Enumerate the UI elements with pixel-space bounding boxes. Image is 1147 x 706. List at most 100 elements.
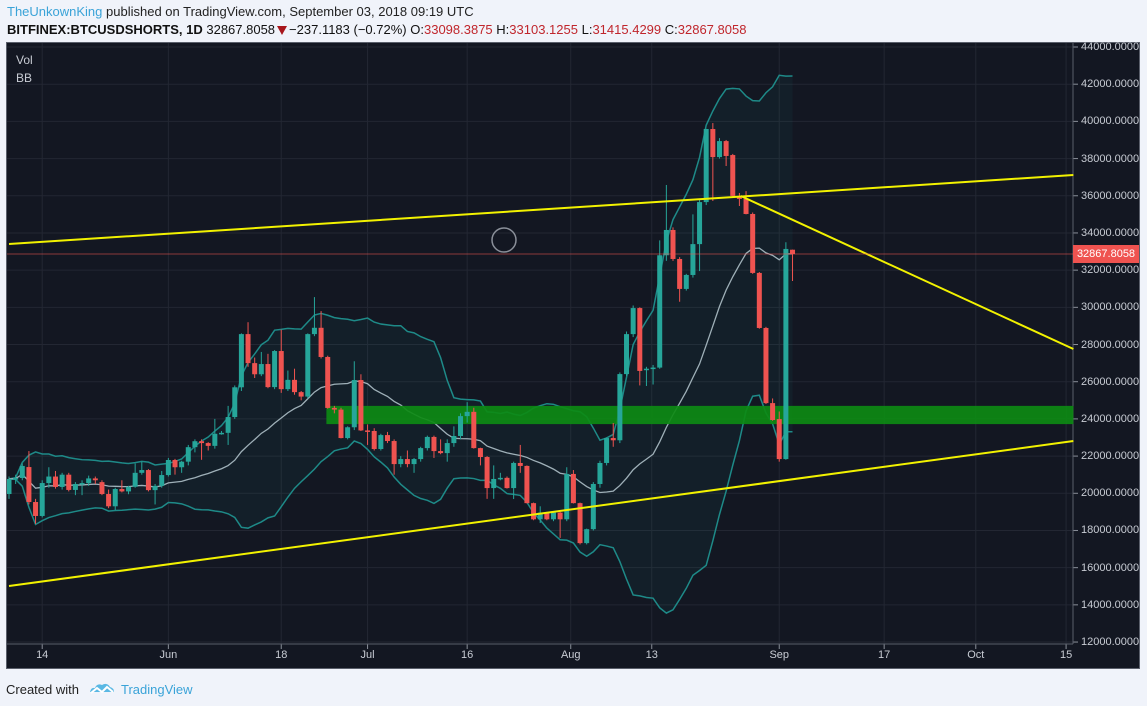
bb-lower-band (8, 394, 793, 614)
candle-body (112, 489, 118, 507)
candle-body (292, 379, 298, 393)
price-chart[interactable] (7, 43, 1139, 668)
candle-body (444, 443, 450, 454)
candle-body (26, 467, 32, 503)
publish-info: TheUnkownKing published on TradingView.c… (7, 4, 474, 19)
y-axis-label: 38000.0000 (1081, 152, 1140, 165)
candle-body (570, 473, 576, 504)
x-axis-label: 18 (275, 649, 288, 661)
candle-body (119, 489, 125, 492)
candle-body (670, 229, 676, 259)
candle-body (338, 409, 344, 439)
x-axis-label: Aug (560, 649, 581, 661)
candle-body (564, 473, 570, 520)
y-axis-label: 32000.0000 (1081, 264, 1140, 277)
low-label: L: (581, 22, 593, 37)
high-value: 33103.1255 (509, 22, 578, 37)
candle-body (550, 512, 556, 520)
descending-trendline (740, 195, 1074, 350)
candle-body (477, 448, 483, 458)
candle-body (152, 485, 158, 491)
candle-body (199, 441, 205, 444)
candle-body (345, 427, 351, 439)
candle-body (139, 470, 145, 473)
candle-body (52, 476, 58, 487)
candle-body (92, 478, 98, 481)
candle-body (657, 255, 663, 368)
tradingview-logo-icon (89, 683, 114, 694)
candle-body (630, 308, 636, 335)
candle-body (597, 462, 603, 484)
symbol-name: BITFINEX:BTCUSDSHORTS, 1D (7, 22, 203, 37)
candle-body (79, 483, 85, 485)
down-triangle-icon (277, 26, 288, 35)
candle-body (238, 334, 244, 388)
open-label: O: (410, 22, 424, 37)
candle-body (318, 327, 324, 357)
y-axis-label: 44000.0000 (1081, 41, 1140, 53)
candle-body (66, 474, 72, 490)
candle-body (531, 503, 537, 520)
candle-body (126, 486, 132, 492)
candle-body (179, 461, 185, 468)
chart-area[interactable]: Vol BB 44000.0000 42000.0000 40000.0000 380… (6, 41, 1140, 669)
y-axis-label: 14000.0000 (1081, 598, 1140, 611)
last-price: 32867.8058 (206, 22, 276, 37)
y-axis-label: 34000.0000 (1081, 226, 1140, 239)
candle-body (511, 462, 517, 489)
author-link[interactable]: TheUnkownKing (7, 4, 103, 19)
y-axis-label: 16000.0000 (1081, 561, 1140, 574)
candle-body (610, 438, 616, 441)
candle-body (557, 512, 563, 520)
candle-body (225, 417, 231, 433)
candle-body (391, 441, 397, 465)
candle-body (451, 436, 457, 444)
candle-body (697, 202, 703, 245)
candle-body (106, 494, 112, 507)
candle-body (750, 213, 756, 273)
y-axis-label: 26000.0000 (1081, 375, 1140, 388)
candle-body (756, 272, 762, 328)
y-axis-label: 28000.0000 (1081, 338, 1140, 351)
candle-body (637, 308, 643, 371)
tradingview-link[interactable]: TradingView (120, 681, 193, 697)
x-axis-label: 15 (1059, 649, 1073, 661)
upper-trendline (8, 174, 1074, 246)
close-value: 32867.8058 (677, 22, 747, 37)
candle-body (544, 512, 550, 520)
candle-body (418, 448, 424, 460)
x-axis-label: 16 (461, 649, 474, 661)
candle-body (464, 411, 470, 417)
low-value: 31415.4299 (592, 22, 662, 37)
candle-body (743, 198, 749, 214)
candle-body (730, 155, 736, 196)
candle-body (783, 248, 789, 460)
candle-body (484, 457, 490, 489)
candle-body (690, 244, 696, 275)
y-axis-label: 30000.0000 (1081, 301, 1140, 314)
candle-body (723, 141, 729, 156)
candle-body (232, 387, 238, 418)
price-change: −237.1183 (−0.72%) (289, 22, 407, 37)
x-axis-label: 13 (645, 649, 658, 661)
candle-body (790, 249, 796, 255)
last-price-tag: 32867.8058 (1073, 245, 1139, 263)
candle-body (325, 356, 331, 408)
candle-body (763, 327, 769, 404)
candle-body (716, 141, 722, 158)
bb-fill (9, 75, 793, 614)
candle-body (643, 368, 649, 371)
legend-bb[interactable]: BB (16, 71, 33, 85)
candle-body (72, 483, 78, 490)
candle-body (132, 472, 138, 487)
candle-body (265, 364, 271, 388)
candle-body (358, 380, 364, 431)
y-axis-label: 20000.0000 (1081, 487, 1140, 500)
y-axis-label: 42000.0000 (1081, 78, 1140, 91)
legend-vol[interactable]: Vol (16, 53, 33, 67)
candle-body (677, 258, 683, 289)
candle-body (431, 436, 437, 452)
x-axis-label: 14 (36, 649, 49, 661)
candle-body (411, 459, 417, 465)
candle-body (471, 411, 477, 449)
